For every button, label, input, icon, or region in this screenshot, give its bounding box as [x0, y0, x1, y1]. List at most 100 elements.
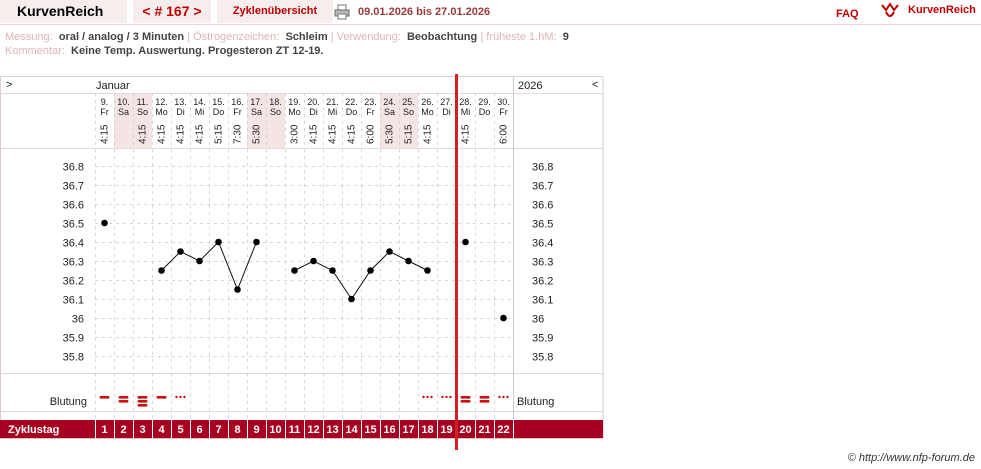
y-tick-label-right: 36.6	[532, 200, 553, 212]
spotting-mark	[426, 395, 429, 399]
day-date: 14.	[193, 97, 206, 107]
cycle-day-number: 21	[478, 424, 490, 436]
y-tick-label-right: 36.1	[532, 295, 553, 307]
day-weekday: Fr	[233, 107, 242, 117]
chart-frame	[0, 76, 604, 439]
cycle-day-number: 19	[440, 424, 452, 436]
day-weekday: Do	[213, 107, 225, 117]
faq-link[interactable]: FAQ	[836, 8, 859, 20]
temperature-line	[294, 250, 428, 300]
y-tick-label-left: 36	[72, 314, 84, 326]
temperature-point	[158, 267, 165, 274]
cycle-day-number: 11	[289, 424, 301, 436]
printer-icon[interactable]	[334, 4, 350, 20]
bleeding-mark	[479, 396, 490, 399]
y-tick-label-right: 36.3	[532, 257, 553, 269]
day-weekday: So	[137, 107, 148, 117]
year-label: 2026	[518, 80, 542, 92]
spotting-mark	[430, 395, 433, 399]
measurement-info: Messung: oral / analog / 3 Minuten | Öst…	[5, 31, 569, 43]
temperature-point	[462, 238, 469, 246]
day-date: 16.	[231, 97, 244, 107]
cycle-day-number: 7	[215, 424, 221, 436]
measure-time: 3:00	[290, 124, 301, 144]
messung-value: oral / analog / 3 Minuten	[58, 31, 185, 43]
measure-time: 4:15	[195, 124, 206, 144]
day-date: 26.	[421, 97, 434, 107]
spotting-mark	[445, 395, 448, 399]
cycle-day-number: 9	[253, 424, 259, 436]
nav-right-arrow: <	[592, 79, 598, 91]
y-tick-label-left: 35.8	[63, 352, 84, 364]
day-date: 10.	[117, 97, 130, 107]
temperature-point	[500, 314, 507, 322]
bleeding-mark	[99, 396, 110, 399]
day-weekday: Mo	[421, 107, 434, 117]
cycle-day-number: 8	[234, 424, 240, 436]
bleeding-mark	[118, 396, 129, 399]
spotting-mark	[441, 395, 444, 399]
day-weekday: So	[270, 107, 281, 117]
measure-time: 4:15	[347, 124, 358, 144]
weekend-shade	[266, 93, 285, 148]
day-date: 17.	[250, 97, 263, 107]
spotting-mark	[449, 395, 452, 399]
cycle-navigator[interactable]: < # 167 >	[133, 0, 211, 23]
day-date: 28.	[459, 97, 472, 107]
y-tick-label-left: 36.1	[63, 295, 84, 307]
day-weekday: Mi	[328, 107, 338, 117]
y-tick-label-right: 36.5	[532, 219, 553, 231]
day-weekday: Do	[479, 107, 491, 117]
day-weekday: Sa	[251, 107, 262, 117]
cycle-overview-link[interactable]: Zyklenübersicht	[217, 0, 333, 23]
measure-time: 5:15	[214, 124, 225, 144]
day-weekday: Di	[309, 107, 318, 117]
nav-left-arrow: >	[6, 79, 12, 91]
cycle-day-number: 4	[158, 424, 165, 436]
cycle-day-number: 14	[345, 424, 358, 436]
weekend-shade	[133, 93, 152, 148]
day-date: 19.	[288, 97, 301, 107]
bleeding-mark	[137, 404, 148, 407]
temperature-point	[348, 295, 355, 303]
y-tick-label-right: 36.2	[532, 276, 553, 288]
day-weekday: Mo	[288, 107, 301, 117]
measure-time: 4:15	[157, 124, 168, 144]
bleeding-mark	[156, 396, 167, 399]
temperature-point	[101, 219, 108, 227]
cycle-day-number: 18	[421, 424, 433, 436]
temperature-point	[234, 286, 241, 293]
kommentar-value: Keine Temp. Auswertung. Progesteron ZT 1…	[71, 45, 324, 57]
bleeding-mark	[137, 400, 148, 403]
logo-text: KurvenReich	[908, 4, 976, 16]
temperature-point	[310, 257, 317, 265]
day-date: 12.	[155, 97, 168, 107]
comment-info: Kommentar: Keine Temp. Auswertung. Proge…	[5, 45, 323, 57]
day-date: 23.	[364, 97, 377, 107]
cycle-day-number: 1	[101, 424, 107, 436]
temperature-point	[196, 257, 203, 265]
spotting-mark	[183, 395, 186, 399]
day-date: 20.	[307, 97, 320, 107]
cycle-day-number: 5	[177, 424, 183, 436]
y-tick-label-left: 36.3	[63, 257, 84, 269]
spotting-mark	[498, 395, 501, 399]
temperature-point	[405, 257, 412, 265]
day-date: 15.	[212, 97, 225, 107]
copyright: © http://www.nfp-forum.de	[847, 452, 975, 464]
cycle-day-number: 2	[120, 424, 126, 436]
temperature-point	[215, 238, 222, 246]
day-date: 13.	[174, 97, 187, 107]
kommentar-label: Kommentar:	[5, 45, 65, 57]
spotting-mark	[422, 395, 425, 399]
y-tick-label-left: 36.6	[63, 200, 84, 212]
day-weekday: Mi	[461, 107, 471, 117]
bleeding-mark	[118, 400, 129, 403]
y-tick-label-right: 36.4	[532, 238, 553, 250]
cycle-day-number: 13	[326, 424, 338, 436]
day-date: 24.	[383, 97, 396, 107]
oestrogen-label: Östrogenzeichen:	[193, 31, 280, 43]
y-tick-label-right: 36.8	[532, 162, 553, 174]
bleeding-mark	[460, 396, 471, 399]
